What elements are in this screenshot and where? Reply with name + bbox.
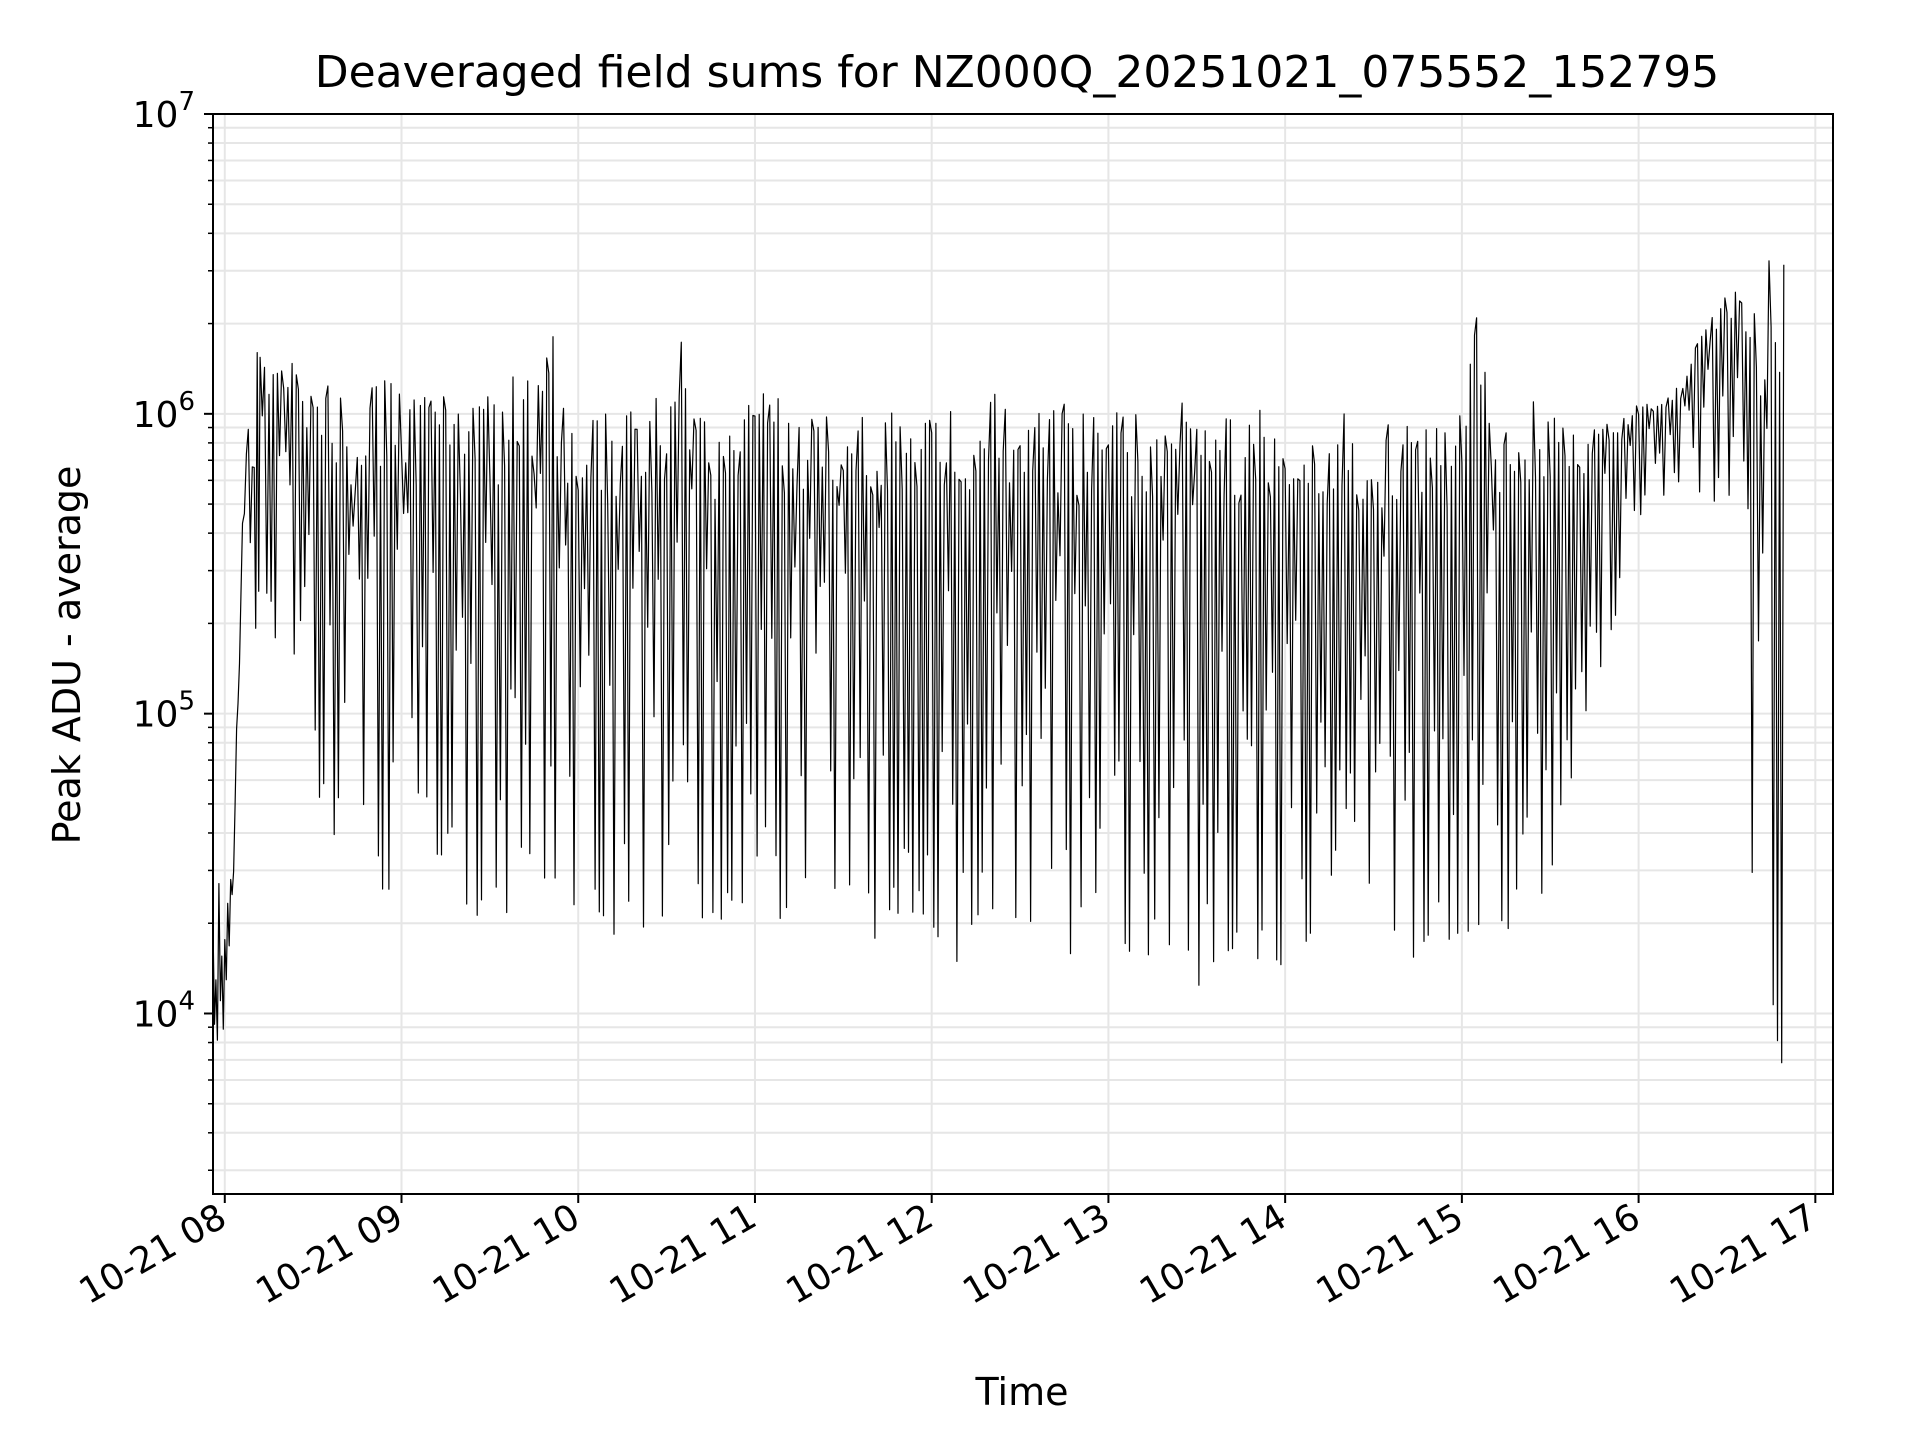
x-tick-label: 10-21 12	[780, 1196, 941, 1312]
plot-frame	[212, 113, 1834, 1195]
series-layer	[212, 260, 1785, 1064]
x-tick-label: 10-21 15	[1310, 1196, 1471, 1312]
x-tick-label: 10-21 11	[603, 1196, 764, 1312]
x-tick-label: 10-21 09	[249, 1196, 410, 1312]
x-tick-label: 10-21 13	[956, 1196, 1117, 1312]
x-tick-label: 10-21 08	[73, 1196, 234, 1312]
x-axis-label: Time	[975, 1370, 1069, 1414]
y-tick-label: 107	[133, 87, 195, 136]
x-tick-label: 10-21 17	[1663, 1196, 1824, 1312]
series-line	[212, 260, 1785, 1064]
y-tick-label: 105	[133, 687, 195, 736]
y-tick-label: 104	[133, 986, 195, 1035]
x-tick-label: 10-21 10	[426, 1196, 587, 1312]
y-tick-label: 106	[133, 387, 195, 436]
x-tick-label: 10-21 14	[1133, 1196, 1294, 1312]
x-tick-label: 10-21 16	[1486, 1196, 1647, 1312]
chart-title: Deaveraged field sums for NZ000Q_2025102…	[315, 47, 1720, 98]
y-axis-label: Peak ADU - average	[45, 466, 89, 845]
